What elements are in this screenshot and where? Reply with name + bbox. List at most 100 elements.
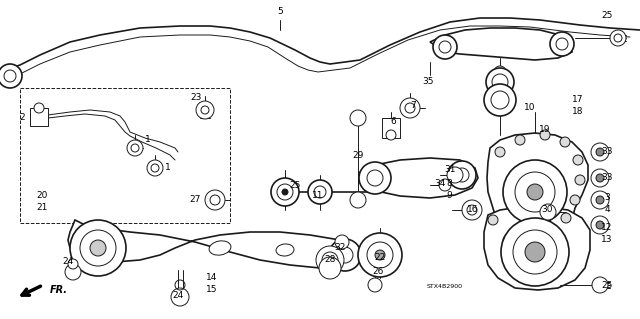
Polygon shape bbox=[487, 133, 588, 252]
Text: 17: 17 bbox=[572, 95, 584, 105]
Circle shape bbox=[488, 215, 498, 225]
Circle shape bbox=[448, 161, 476, 189]
Text: 28: 28 bbox=[324, 256, 336, 264]
Text: 6: 6 bbox=[390, 117, 396, 127]
Circle shape bbox=[359, 162, 391, 194]
Text: 20: 20 bbox=[36, 190, 48, 199]
Bar bbox=[382, 118, 400, 138]
Text: 8: 8 bbox=[446, 179, 452, 188]
Circle shape bbox=[515, 135, 525, 145]
Text: 1: 1 bbox=[165, 164, 171, 173]
Circle shape bbox=[550, 32, 574, 56]
Text: 22: 22 bbox=[374, 254, 386, 263]
Circle shape bbox=[591, 143, 609, 161]
Text: 13: 13 bbox=[601, 235, 612, 244]
Text: 34: 34 bbox=[435, 179, 445, 188]
Circle shape bbox=[570, 195, 580, 205]
Text: 7: 7 bbox=[410, 100, 416, 109]
Text: 1: 1 bbox=[145, 136, 151, 145]
Text: 35: 35 bbox=[422, 78, 434, 86]
Circle shape bbox=[205, 190, 225, 210]
Circle shape bbox=[525, 242, 545, 262]
Circle shape bbox=[350, 110, 366, 126]
Text: 33: 33 bbox=[601, 174, 612, 182]
Circle shape bbox=[68, 259, 78, 269]
Text: 18: 18 bbox=[572, 108, 584, 116]
Text: 12: 12 bbox=[602, 224, 612, 233]
Circle shape bbox=[596, 196, 604, 204]
Circle shape bbox=[573, 155, 583, 165]
Polygon shape bbox=[430, 28, 572, 60]
Circle shape bbox=[462, 200, 482, 220]
Circle shape bbox=[503, 160, 567, 224]
Text: 32: 32 bbox=[334, 243, 346, 253]
Circle shape bbox=[358, 233, 402, 277]
Circle shape bbox=[400, 98, 420, 118]
Circle shape bbox=[308, 180, 332, 204]
Circle shape bbox=[375, 250, 385, 260]
Text: FR.: FR. bbox=[50, 285, 68, 295]
Circle shape bbox=[560, 137, 570, 147]
Circle shape bbox=[147, 160, 163, 176]
Circle shape bbox=[196, 101, 214, 119]
Circle shape bbox=[433, 35, 457, 59]
Circle shape bbox=[319, 257, 341, 279]
Text: 23: 23 bbox=[190, 93, 202, 102]
Circle shape bbox=[503, 235, 513, 245]
Circle shape bbox=[486, 68, 514, 96]
Text: 19: 19 bbox=[540, 125, 551, 135]
Circle shape bbox=[540, 204, 556, 220]
Circle shape bbox=[335, 235, 349, 249]
Polygon shape bbox=[68, 220, 355, 268]
Text: 10: 10 bbox=[524, 102, 536, 112]
Circle shape bbox=[282, 189, 288, 195]
Text: 29: 29 bbox=[352, 151, 364, 160]
Text: 21: 21 bbox=[36, 203, 48, 211]
Circle shape bbox=[329, 239, 361, 271]
Text: 5: 5 bbox=[277, 8, 283, 17]
Circle shape bbox=[591, 191, 609, 209]
Circle shape bbox=[484, 84, 516, 116]
Circle shape bbox=[591, 216, 609, 234]
Text: STX4B2900: STX4B2900 bbox=[427, 285, 463, 290]
Text: 33: 33 bbox=[601, 147, 612, 157]
Circle shape bbox=[90, 240, 106, 256]
Text: 2: 2 bbox=[19, 114, 25, 122]
Circle shape bbox=[127, 140, 143, 156]
Text: 16: 16 bbox=[467, 205, 479, 214]
Circle shape bbox=[610, 30, 626, 46]
Ellipse shape bbox=[209, 241, 231, 255]
Text: 24: 24 bbox=[62, 257, 74, 266]
Circle shape bbox=[527, 184, 543, 200]
Circle shape bbox=[547, 235, 557, 245]
Circle shape bbox=[171, 288, 189, 306]
Text: 30: 30 bbox=[541, 205, 553, 214]
Text: 25: 25 bbox=[602, 280, 612, 290]
Text: 3: 3 bbox=[604, 194, 610, 203]
Circle shape bbox=[540, 130, 550, 140]
Polygon shape bbox=[484, 207, 590, 290]
Text: 31: 31 bbox=[444, 166, 456, 174]
Text: 4: 4 bbox=[604, 205, 610, 214]
Circle shape bbox=[70, 220, 126, 276]
Circle shape bbox=[271, 178, 299, 206]
Text: 24: 24 bbox=[172, 292, 184, 300]
Circle shape bbox=[501, 218, 569, 286]
Bar bbox=[30, 108, 48, 126]
Circle shape bbox=[525, 243, 535, 253]
Ellipse shape bbox=[276, 244, 294, 256]
Circle shape bbox=[575, 175, 585, 185]
Circle shape bbox=[495, 147, 505, 157]
Text: 9: 9 bbox=[446, 190, 452, 199]
Text: 15: 15 bbox=[206, 286, 218, 294]
Text: 14: 14 bbox=[206, 273, 218, 283]
Circle shape bbox=[0, 64, 22, 88]
Circle shape bbox=[350, 192, 366, 208]
Text: 27: 27 bbox=[189, 196, 201, 204]
Circle shape bbox=[447, 167, 463, 183]
Circle shape bbox=[386, 130, 396, 140]
Circle shape bbox=[561, 213, 571, 223]
Circle shape bbox=[368, 278, 382, 292]
Text: 11: 11 bbox=[312, 190, 324, 199]
Bar bbox=[20, 88, 230, 223]
